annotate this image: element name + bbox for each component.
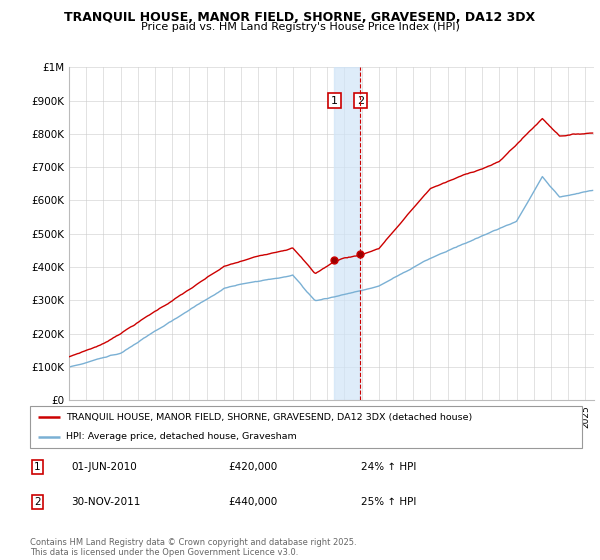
Text: 24% ↑ HPI: 24% ↑ HPI: [361, 462, 416, 472]
Text: 25% ↑ HPI: 25% ↑ HPI: [361, 497, 416, 507]
Text: £440,000: £440,000: [229, 497, 278, 507]
Text: Contains HM Land Registry data © Crown copyright and database right 2025.
This d: Contains HM Land Registry data © Crown c…: [30, 538, 356, 557]
Text: TRANQUIL HOUSE, MANOR FIELD, SHORNE, GRAVESEND, DA12 3DX: TRANQUIL HOUSE, MANOR FIELD, SHORNE, GRA…: [64, 11, 536, 24]
Text: TRANQUIL HOUSE, MANOR FIELD, SHORNE, GRAVESEND, DA12 3DX (detached house): TRANQUIL HOUSE, MANOR FIELD, SHORNE, GRA…: [66, 413, 472, 422]
FancyBboxPatch shape: [30, 406, 582, 448]
Text: 01-JUN-2010: 01-JUN-2010: [71, 462, 137, 472]
Text: 2: 2: [34, 497, 40, 507]
Text: 30-NOV-2011: 30-NOV-2011: [71, 497, 141, 507]
Text: 1: 1: [331, 96, 338, 105]
Bar: [334, 67, 360, 400]
Text: 2: 2: [356, 96, 364, 105]
Text: 1: 1: [34, 462, 40, 472]
Text: Price paid vs. HM Land Registry's House Price Index (HPI): Price paid vs. HM Land Registry's House …: [140, 22, 460, 32]
Text: £420,000: £420,000: [229, 462, 278, 472]
Text: HPI: Average price, detached house, Gravesham: HPI: Average price, detached house, Grav…: [66, 432, 296, 441]
